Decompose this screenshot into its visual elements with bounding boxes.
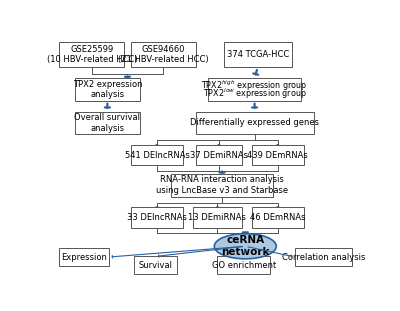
FancyBboxPatch shape bbox=[171, 174, 273, 197]
Text: Overall survival
analysis: Overall survival analysis bbox=[74, 113, 140, 132]
Text: 33 DElncRNAs: 33 DElncRNAs bbox=[127, 213, 187, 222]
FancyBboxPatch shape bbox=[224, 42, 292, 67]
Text: 374 TCGA-HCC: 374 TCGA-HCC bbox=[226, 50, 289, 59]
Text: RNA-RNA interaction analysis
using LncBase v3 and Starbase: RNA-RNA interaction analysis using LncBa… bbox=[156, 175, 288, 195]
Text: TPX2$^{low}$ expression group: TPX2$^{low}$ expression group bbox=[203, 87, 306, 101]
FancyBboxPatch shape bbox=[252, 145, 304, 165]
Text: ceRNA
network: ceRNA network bbox=[221, 235, 270, 257]
Text: 13 DEmiRNAs: 13 DEmiRNAs bbox=[188, 213, 246, 222]
Text: GSE94660
(21 HBV-related HCC): GSE94660 (21 HBV-related HCC) bbox=[118, 45, 208, 64]
FancyBboxPatch shape bbox=[218, 257, 270, 274]
FancyBboxPatch shape bbox=[59, 42, 124, 67]
FancyBboxPatch shape bbox=[134, 257, 177, 274]
Text: Correlation analysis: Correlation analysis bbox=[282, 253, 365, 262]
Text: TPX2$^{high}$ expression group: TPX2$^{high}$ expression group bbox=[201, 78, 308, 93]
Text: GO enrichment: GO enrichment bbox=[212, 261, 276, 270]
Text: TPX2 expression
analysis: TPX2 expression analysis bbox=[73, 80, 142, 99]
Text: 46 DEmRNAs: 46 DEmRNAs bbox=[250, 213, 306, 222]
FancyBboxPatch shape bbox=[75, 112, 140, 134]
FancyBboxPatch shape bbox=[75, 78, 140, 101]
FancyBboxPatch shape bbox=[196, 112, 314, 134]
Text: GSE25599
(10 HBV-related HCC): GSE25599 (10 HBV-related HCC) bbox=[46, 45, 137, 64]
Text: Expression: Expression bbox=[61, 253, 107, 262]
FancyBboxPatch shape bbox=[208, 78, 301, 101]
Text: Differentially expressed genes: Differentially expressed genes bbox=[190, 118, 319, 128]
FancyBboxPatch shape bbox=[131, 207, 183, 228]
FancyBboxPatch shape bbox=[295, 248, 352, 266]
Text: Survival: Survival bbox=[138, 261, 172, 270]
Text: 37 DEmiRNAs: 37 DEmiRNAs bbox=[190, 151, 248, 160]
FancyBboxPatch shape bbox=[196, 145, 242, 165]
FancyBboxPatch shape bbox=[131, 42, 196, 67]
FancyBboxPatch shape bbox=[59, 248, 109, 266]
Text: 541 DElncRNAs: 541 DElncRNAs bbox=[124, 151, 189, 160]
Text: 439 DEmRNAs: 439 DEmRNAs bbox=[248, 151, 308, 160]
FancyBboxPatch shape bbox=[131, 145, 183, 165]
Ellipse shape bbox=[214, 234, 276, 259]
FancyBboxPatch shape bbox=[252, 207, 304, 228]
FancyBboxPatch shape bbox=[193, 207, 242, 228]
